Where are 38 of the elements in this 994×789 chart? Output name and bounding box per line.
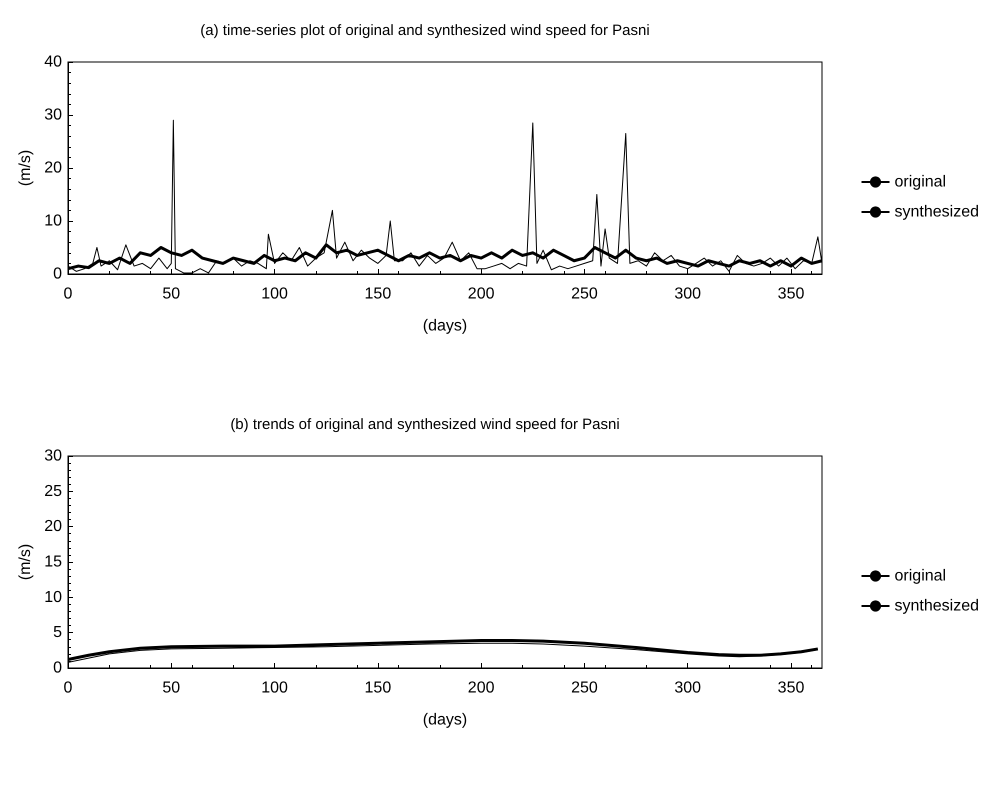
legend-label: synthesized <box>894 598 980 614</box>
x-tick-label: 350 <box>778 680 804 696</box>
x-tick-label: 150 <box>364 680 392 696</box>
x-axis-title: (days) <box>422 318 468 334</box>
x-tick-label: 200 <box>468 286 495 302</box>
x-tick-label: 0 <box>64 680 73 696</box>
x-tick-label: 50 <box>162 680 180 696</box>
y-tick-label: 10 <box>44 588 62 606</box>
y-tick-label: 25 <box>44 482 62 500</box>
y-tick-label: 0 <box>53 266 62 282</box>
x-tick-label: 250 <box>571 286 598 302</box>
y-tick-label: 20 <box>44 160 62 176</box>
legend-label: original <box>894 568 946 584</box>
legend-label: original <box>894 174 946 190</box>
y-axis-title: (m/s) <box>16 544 34 580</box>
y-tick-label: 0 <box>53 660 62 676</box>
x-tick-label: 50 <box>162 286 180 302</box>
x-tick-label: 350 <box>778 286 804 302</box>
x-axis-title: (days) <box>422 712 468 728</box>
y-tick-label: 10 <box>44 212 62 230</box>
x-tick-label: 250 <box>571 680 598 696</box>
x-tick-label: 200 <box>468 680 495 696</box>
x-tick-label: 100 <box>261 680 288 696</box>
x-tick-label: 150 <box>364 286 392 302</box>
chart-title: (a) time-series plot of original and synthesized wind speed for Pasni <box>200 22 650 39</box>
x-tick-label: 300 <box>674 680 702 696</box>
x-tick-label: 300 <box>674 286 702 302</box>
x-tick-label: 0 <box>64 286 73 302</box>
x-tick-label: 100 <box>261 286 288 302</box>
y-tick-label: 20 <box>44 518 62 536</box>
y-axis-title: (m/s) <box>16 150 34 186</box>
y-tick-label: 5 <box>53 624 62 642</box>
legend-label: synthesized <box>894 204 980 220</box>
y-tick-label: 40 <box>44 54 62 70</box>
chart-title: (b) trends of original and synthesized wind speed for Pasni <box>230 416 620 433</box>
y-tick-label: 30 <box>44 448 62 464</box>
y-tick-label: 15 <box>44 554 62 570</box>
y-tick-label: 30 <box>44 106 62 124</box>
